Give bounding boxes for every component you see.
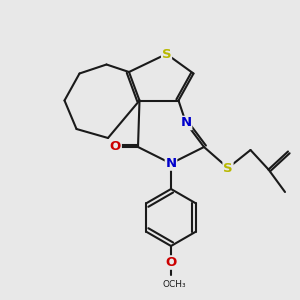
Text: N: N — [165, 157, 177, 170]
Text: O: O — [165, 256, 177, 269]
Text: O: O — [110, 140, 121, 154]
Text: OCH₃: OCH₃ — [162, 280, 186, 289]
Text: N: N — [180, 116, 192, 130]
Text: S: S — [223, 161, 233, 175]
Text: S: S — [162, 47, 171, 61]
